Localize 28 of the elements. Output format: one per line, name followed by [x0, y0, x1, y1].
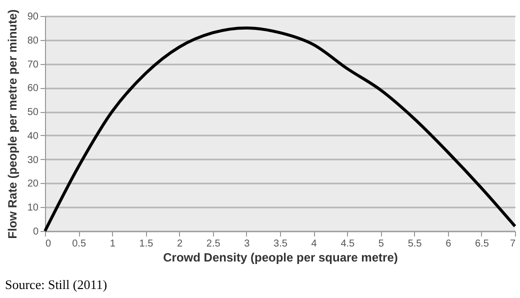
x-tick-label: 4 — [311, 238, 318, 250]
y-tick-label: 0 — [32, 226, 39, 238]
y-tick-label: 40 — [27, 130, 39, 142]
x-tick-label: 5 — [378, 238, 384, 250]
y-tick-label: 90 — [27, 12, 39, 22]
x-tick-label: 5.5 — [408, 238, 422, 250]
source-note: Source: Still (2011) — [5, 277, 108, 292]
y-tick-label: 30 — [27, 154, 39, 166]
x-tick-label: 0.5 — [72, 238, 86, 250]
x-tick-label: 0 — [46, 238, 52, 250]
x-tick-label: 1.5 — [139, 238, 154, 250]
x-tick-label: 6.5 — [474, 238, 490, 250]
y-axis-title: Flow Rate (people per metre per minute) — [5, 9, 20, 239]
x-tick-label: 7 — [510, 238, 516, 250]
y-tick-label: 80 — [27, 35, 39, 46]
x-tick-label: 6 — [446, 238, 452, 250]
y-tick-label: 20 — [27, 178, 39, 190]
y-tick-label: 60 — [27, 83, 39, 94]
x-tick-label: 4.5 — [340, 238, 356, 250]
y-tick-label: 70 — [27, 59, 39, 70]
x-tick-label: 3.5 — [274, 238, 288, 250]
x-tick-label: 2 — [177, 238, 184, 250]
y-tick-label: 10 — [27, 202, 39, 214]
x-tick-label: 1 — [110, 238, 116, 250]
x-tick-label: 3 — [244, 238, 250, 250]
y-tick-label: 50 — [27, 107, 39, 118]
x-tick-label: 2.5 — [206, 238, 221, 250]
x-axis-title: Crowd Density (people per square metre) — [163, 250, 398, 264]
